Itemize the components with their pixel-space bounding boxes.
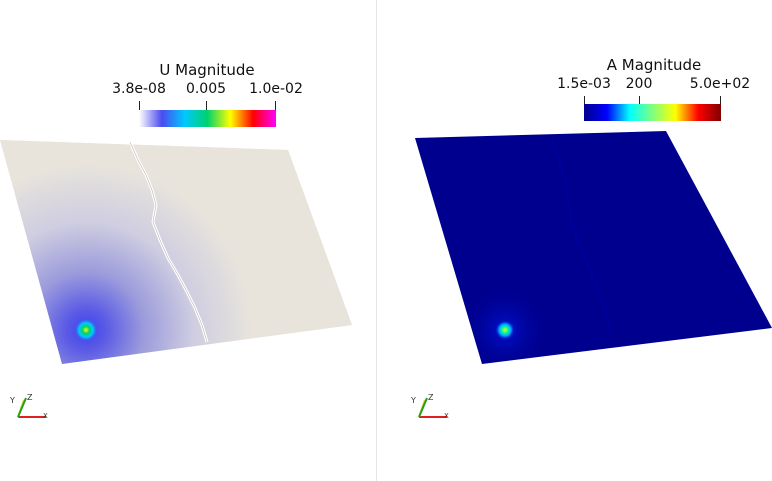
- axes-triad-left: Y Z X: [9, 393, 48, 420]
- colorbar-tick: [139, 101, 140, 110]
- right-crack-line: [551, 139, 611, 331]
- colorbar-tick: [639, 96, 640, 105]
- view-splitter[interactable]: [376, 0, 377, 481]
- colorbar-max-label: 1.0e-02: [249, 81, 303, 97]
- axis-label-y: Y: [9, 396, 15, 405]
- axis-label-y: Y: [410, 396, 416, 405]
- colorbar-tick: [584, 96, 585, 105]
- colorbar-tick: [206, 101, 207, 110]
- colorbar-mid-label: 200: [625, 76, 653, 92]
- left-field-gradient: [0, 140, 352, 364]
- colorbar-min-label: 3.8e-08: [112, 81, 166, 97]
- colorbar-mid-label: 0.005: [185, 81, 227, 97]
- colorbar-title: A Magnitude: [606, 56, 702, 74]
- axes-triad-right: Y Z X: [410, 393, 449, 420]
- u-magnitude-surface[interactable]: Y Z X: [0, 0, 376, 481]
- a-magnitude-surface[interactable]: Y Z X: [377, 0, 772, 481]
- axis-label-x: X: [43, 412, 48, 420]
- left-hotspot: [74, 318, 98, 342]
- colorbar-title: U Magnitude: [159, 61, 255, 79]
- colorbar-max-label: 5.0e+02: [689, 76, 751, 92]
- colorbar-min-label: 1.5e-03: [557, 76, 611, 92]
- axis-label-z: Z: [428, 393, 434, 402]
- render-view-right[interactable]: Y Z X A Magnitude 1.5e-03 200 5.0e+02: [377, 0, 772, 481]
- left-crack-outline: [129, 141, 208, 343]
- axis-label-x: X: [444, 412, 449, 420]
- colorbar-gradient: [584, 104, 721, 121]
- colorbar-tick: [720, 96, 721, 105]
- right-field-glow: [415, 131, 772, 364]
- colorbar-tick: [275, 101, 276, 110]
- render-view-left[interactable]: Y Z X U Magnitude 3.8e-08 0.005 1.0e-02: [0, 0, 376, 481]
- axis-label-z: Z: [27, 393, 33, 402]
- colorbar-gradient: [139, 110, 276, 127]
- right-hotspot: [495, 320, 515, 340]
